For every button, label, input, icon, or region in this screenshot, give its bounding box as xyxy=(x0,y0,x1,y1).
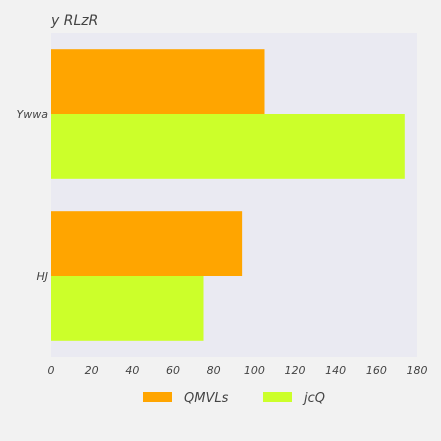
legend-label-QMVLs: QMVLs xyxy=(184,391,229,406)
x-tick-label: 120 xyxy=(285,364,306,377)
bar-jcQ-Ywwa xyxy=(51,114,405,179)
x-tick-label: 0 xyxy=(48,364,55,377)
y-tick-label: Ywwa xyxy=(17,108,49,121)
legend-label-jcQ: jcQ xyxy=(302,391,325,406)
x-tick-label: 60 xyxy=(166,364,180,377)
bar-QMVLs-HJ xyxy=(51,211,243,276)
x-tick-label: 180 xyxy=(407,364,428,377)
x-tick-label: 100 xyxy=(244,364,265,377)
legend: QMVLs jcQ xyxy=(143,391,325,406)
x-tick-labels: 0 20 40 60 80 100 120 140 160 180 xyxy=(48,364,428,377)
legend-swatch-jcQ xyxy=(263,392,292,402)
y-tick-label: HJ xyxy=(36,270,48,283)
chart-title: y RLzR xyxy=(50,13,98,29)
x-tick-label: 140 xyxy=(325,364,346,377)
x-tick-label: 80 xyxy=(207,364,221,377)
bar-jcQ-HJ xyxy=(51,276,204,341)
bars-group xyxy=(51,49,405,341)
y-tick-labels: Ywwa HJ xyxy=(17,108,49,283)
bar-QMVLs-Ywwa xyxy=(51,49,265,115)
x-tick-label: 40 xyxy=(125,364,139,377)
x-tick-label: 160 xyxy=(366,364,387,377)
legend-swatch-QMVLs xyxy=(143,392,172,402)
x-tick-label: 20 xyxy=(85,364,99,377)
